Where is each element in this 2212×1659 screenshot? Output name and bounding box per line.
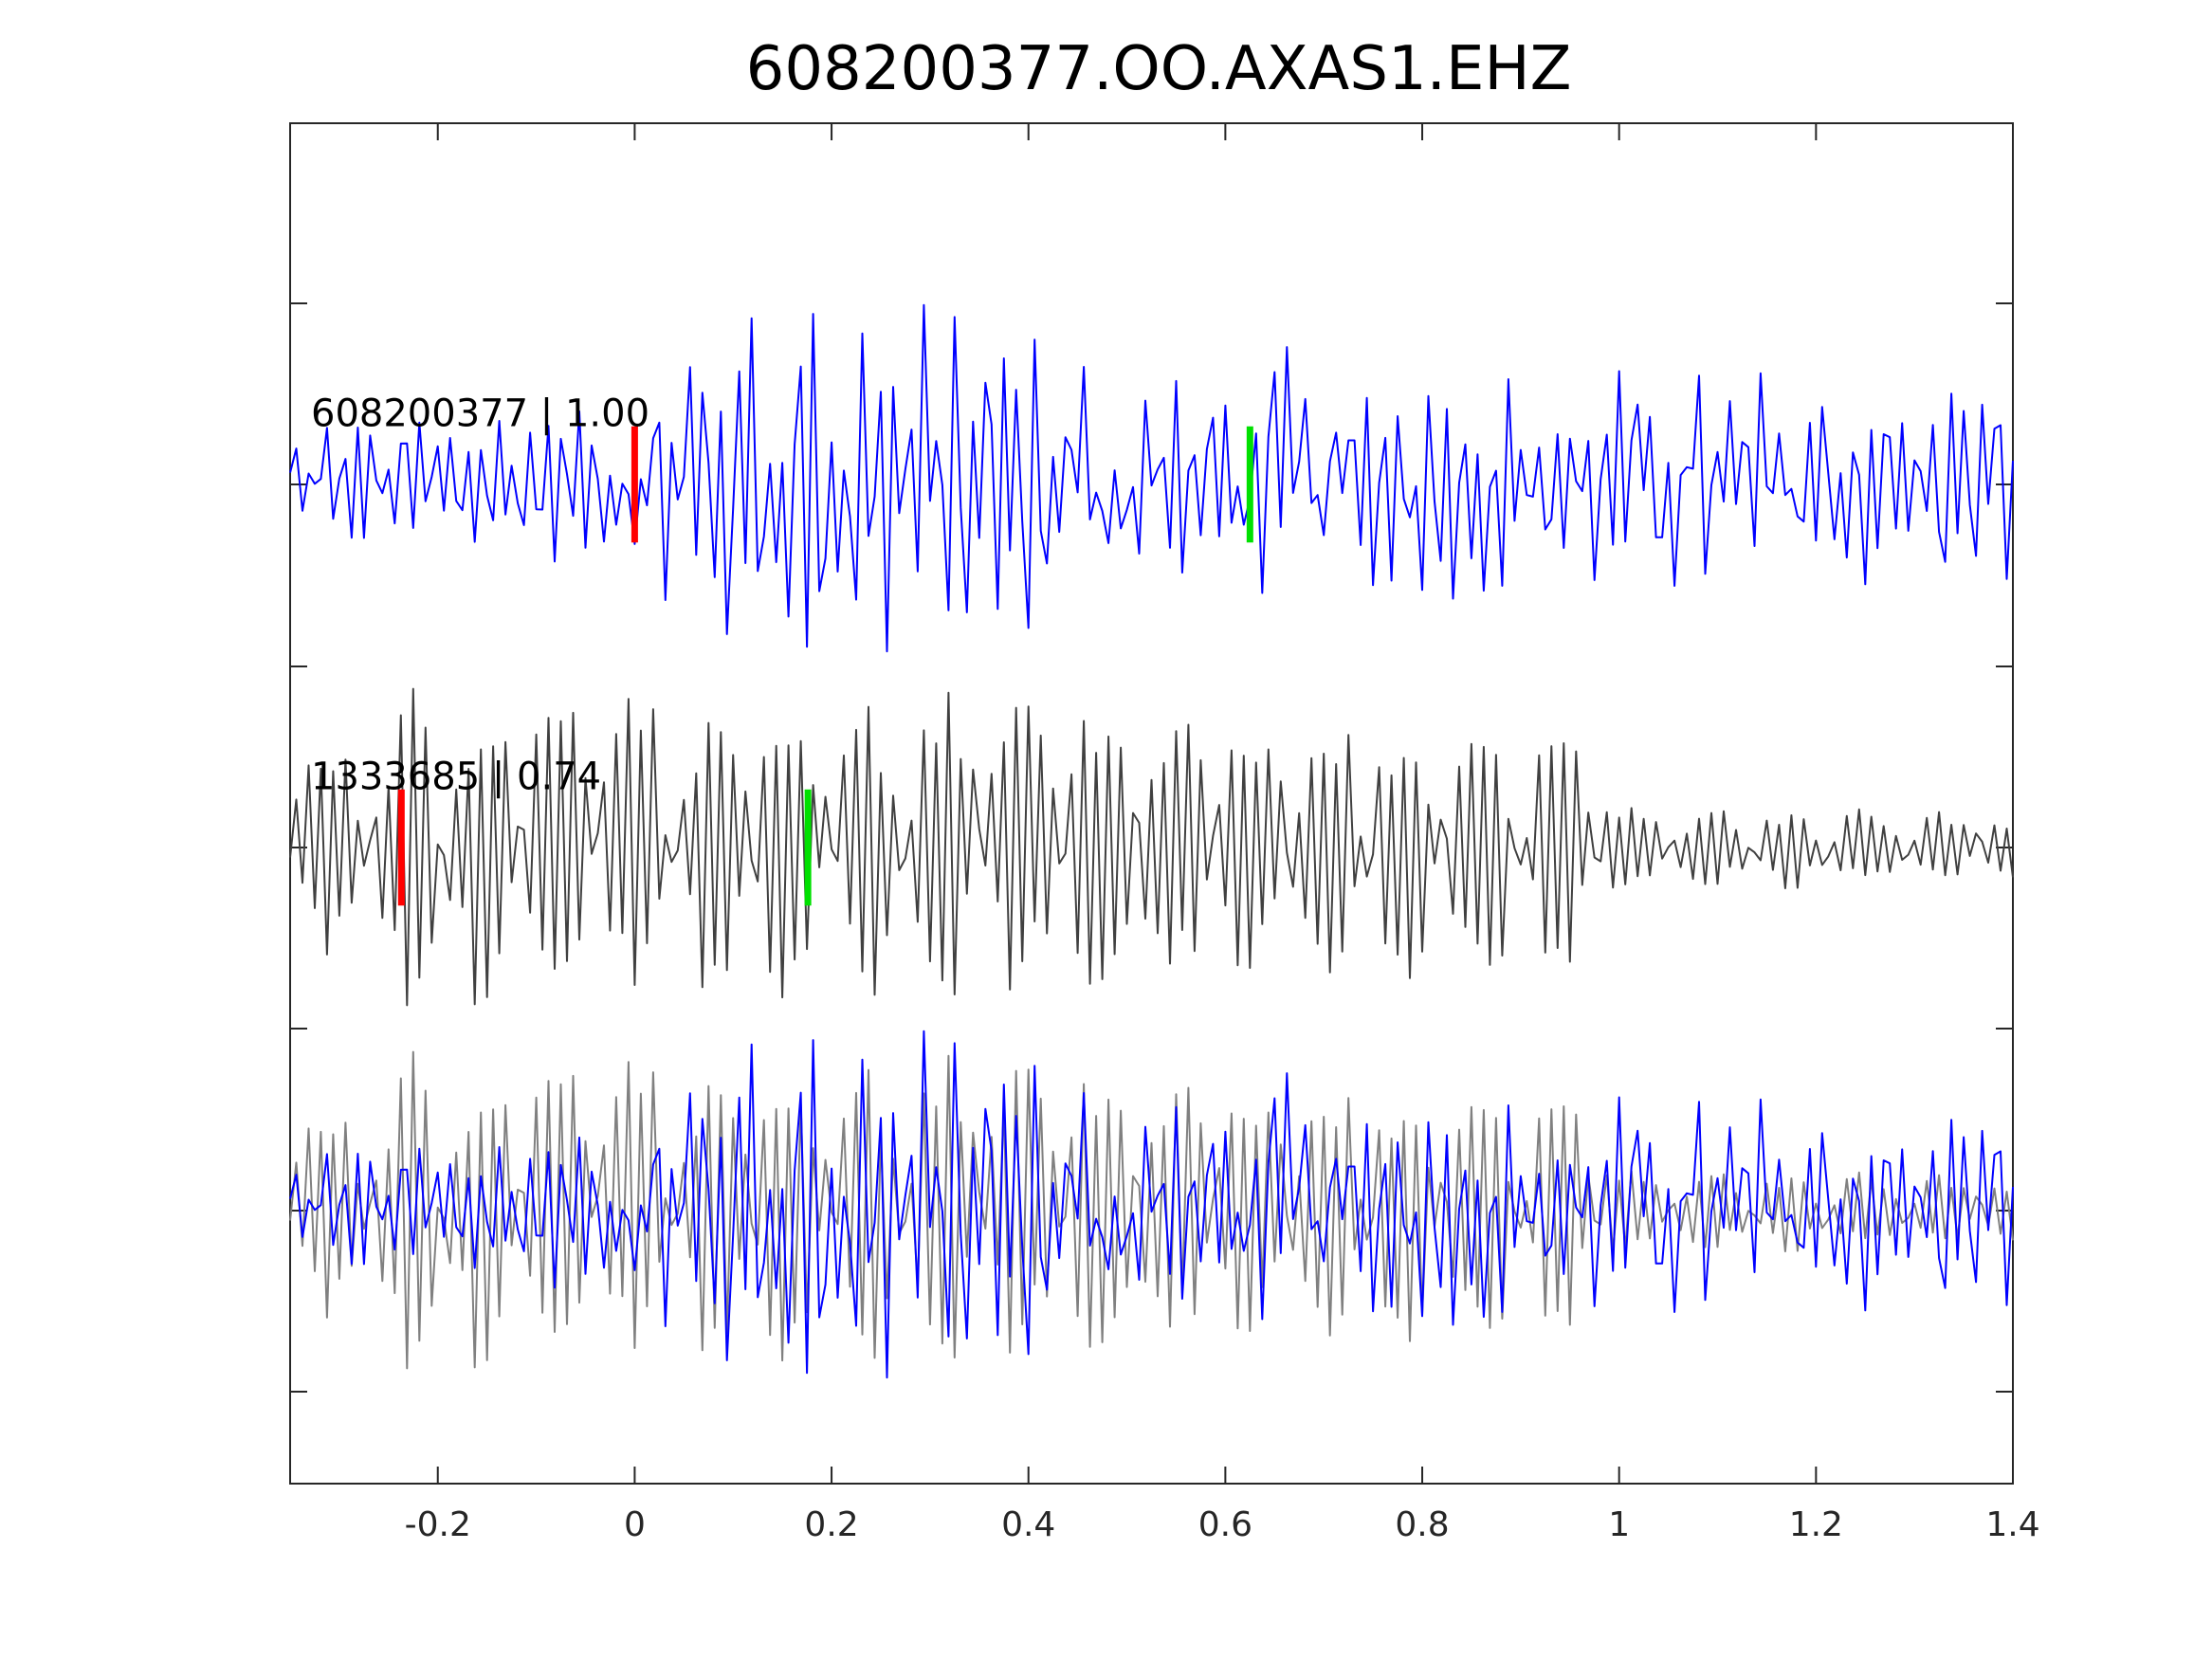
x-tick-label: 1	[1608, 1505, 1630, 1544]
x-tick-label: 1.2	[1789, 1505, 1843, 1544]
trace-label: 1333685 | 0.74	[311, 756, 601, 799]
x-tick-label: 1.4	[1985, 1505, 2039, 1544]
trace-1333685	[289, 687, 2014, 1007]
x-tick-label: 0.2	[804, 1505, 858, 1544]
x-tick-label: 0.4	[1001, 1505, 1055, 1544]
overlay-trace-608200377	[289, 1030, 2014, 1379]
trace-label: 608200377 | 1.00	[311, 392, 649, 436]
chart-title: 608200377.OO.AXAS1.EHZ	[746, 34, 1572, 104]
traces-group	[289, 303, 2014, 1379]
x-tick-label: -0.2	[405, 1505, 471, 1544]
trace-608200377	[289, 303, 2014, 653]
x-tick-label: 0.8	[1395, 1505, 1449, 1544]
trace-labels-group: 608200377 | 1.00 1333685 | 0.74	[311, 392, 649, 799]
x-tick-label: 0	[624, 1505, 646, 1544]
axis-ticks: -0.2 0 0.2 0.4 0.6 0.8 1 1.2 1.4	[290, 123, 2040, 1544]
x-tick-label: 0.6	[1198, 1505, 1252, 1544]
